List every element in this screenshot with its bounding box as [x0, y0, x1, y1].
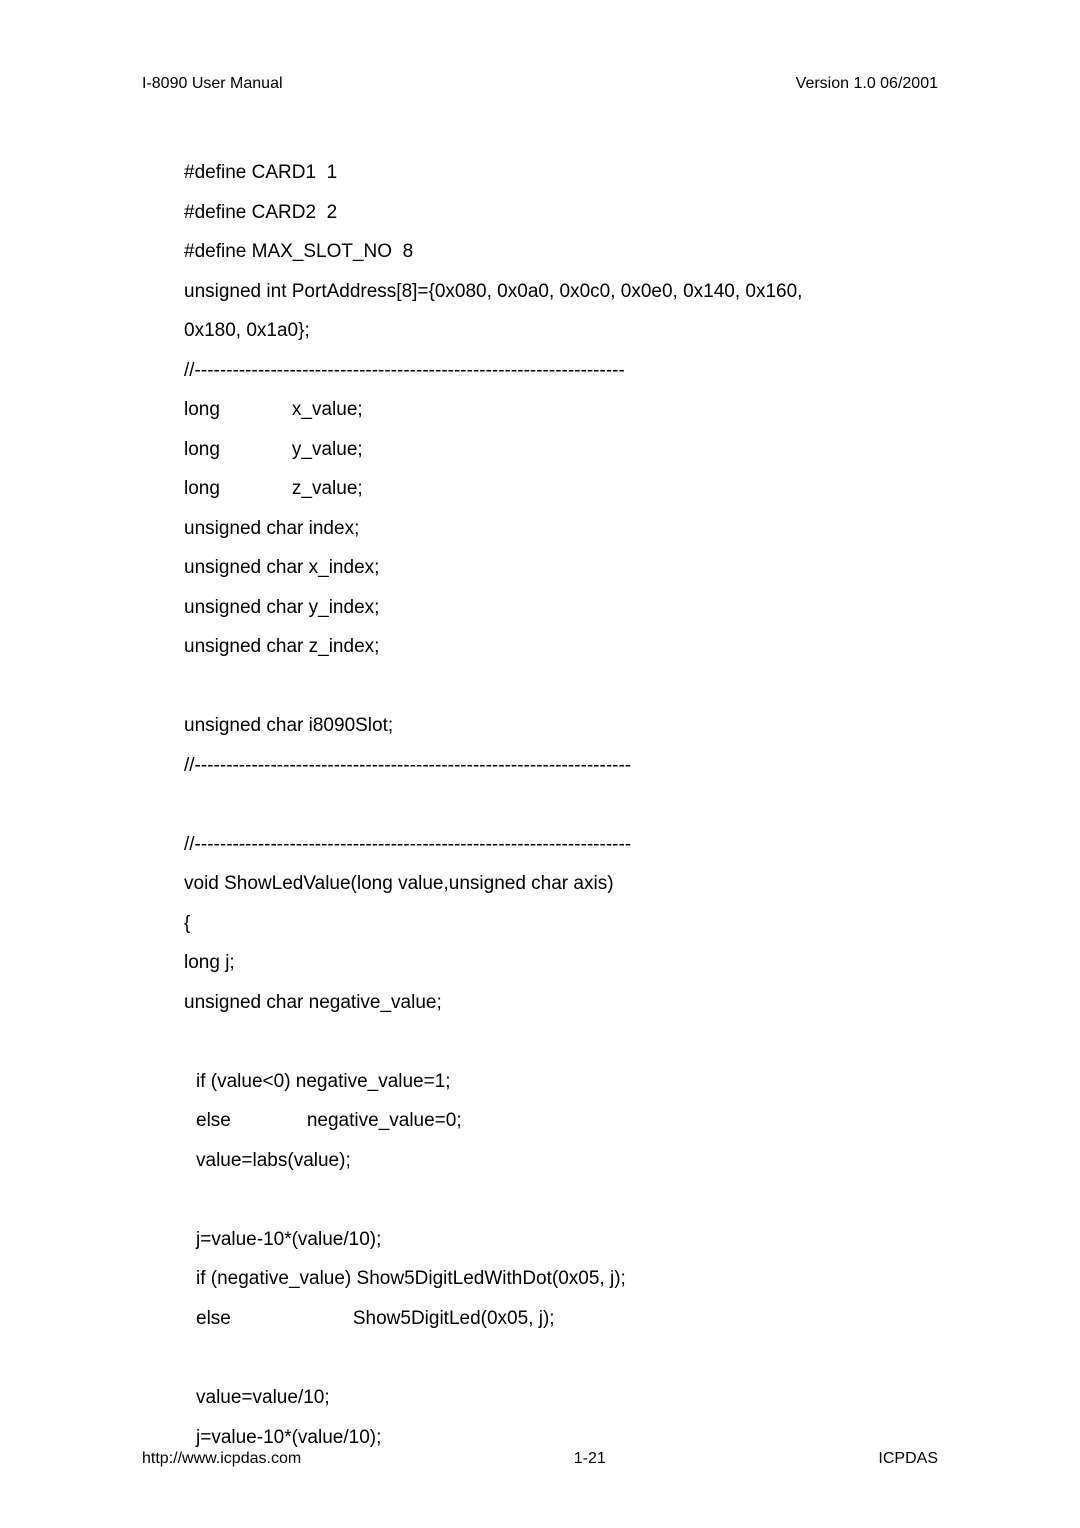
code-line: value=value/10;: [184, 1378, 938, 1418]
code-line: elsenegative_value=0;: [184, 1101, 938, 1141]
code-line: elseShow5DigitLed(0x05, j);: [184, 1299, 938, 1339]
code-line: //--------------------------------------…: [184, 351, 938, 391]
header-right: Version 1.0 06/2001: [796, 75, 938, 93]
code-line: long j;: [184, 943, 938, 983]
code-line: {: [184, 904, 938, 944]
code-line: unsigned int PortAddress[8]={0x080, 0x0a…: [184, 272, 938, 312]
code-line: longz_value;: [184, 469, 938, 509]
page-header: I-8090 User Manual Version 1.0 06/2001: [142, 75, 938, 93]
code-line: j=value-10*(value/10);: [184, 1220, 938, 1260]
code-line: #define MAX_SLOT_NO 8: [184, 232, 938, 272]
code-line: [184, 785, 938, 825]
code-line: unsigned char y_index;: [184, 588, 938, 628]
code-line: 0x180, 0x1a0};: [184, 311, 938, 351]
code-line: [184, 667, 938, 707]
footer-center: 1-21: [574, 1450, 606, 1468]
footer-right: ICPDAS: [878, 1450, 938, 1468]
footer-left: http://www.icpdas.com: [142, 1450, 301, 1468]
code-line: value=labs(value);: [184, 1141, 938, 1181]
code-line: unsigned char i8090Slot;: [184, 706, 938, 746]
code-line: void ShowLedValue(long value,unsigned ch…: [184, 864, 938, 904]
page-footer: http://www.icpdas.com 1-21 ICPDAS: [142, 1450, 938, 1468]
code-line: unsigned char negative_value;: [184, 983, 938, 1023]
code-line: if (value<0) negative_value=1;: [184, 1062, 938, 1102]
header-left: I-8090 User Manual: [142, 75, 283, 93]
code-line: longy_value;: [184, 430, 938, 470]
code-line: if (negative_value) Show5DigitLedWithDot…: [184, 1259, 938, 1299]
code-line: //--------------------------------------…: [184, 746, 938, 786]
code-block: #define CARD1 1 #define CARD2 2 #define …: [142, 153, 938, 1457]
code-line: [184, 1338, 938, 1378]
code-line: unsigned char x_index;: [184, 548, 938, 588]
code-line: [184, 1022, 938, 1062]
code-line: unsigned char index;: [184, 509, 938, 549]
code-line: #define CARD2 2: [184, 193, 938, 233]
code-line: //--------------------------------------…: [184, 825, 938, 865]
code-line: [184, 1180, 938, 1220]
code-line: unsigned char z_index;: [184, 627, 938, 667]
code-line: longx_value;: [184, 390, 938, 430]
code-line: #define CARD1 1: [184, 153, 938, 193]
